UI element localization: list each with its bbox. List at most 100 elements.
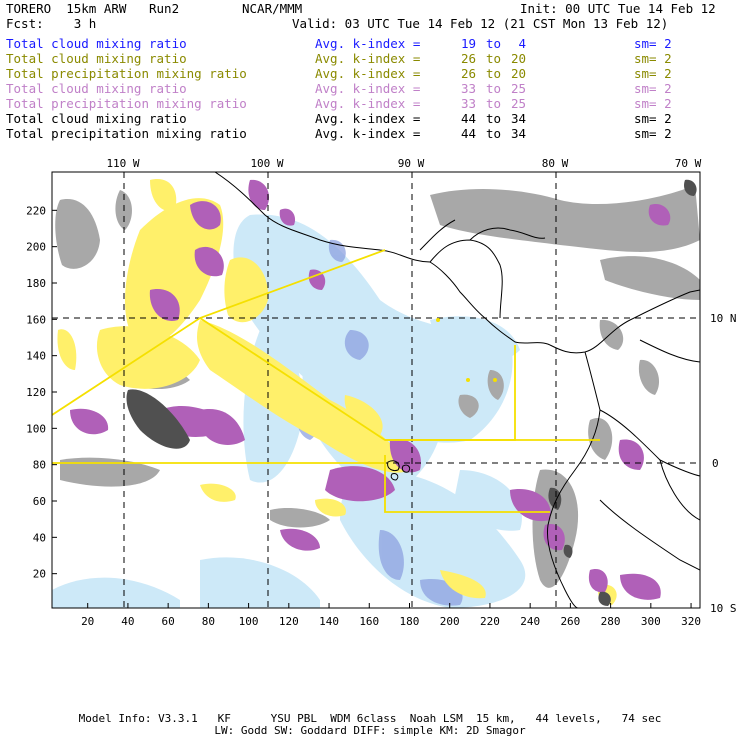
legend-row: Total cloud mixing ratio Avg. k-index = … [6,51,736,66]
y-tick-label: 200 [26,241,46,254]
legend-row: Total cloud mixing ratio Avg. k-index = … [6,81,736,96]
y-tick-label: 140 [26,350,46,363]
y-tick-label: 60 [33,495,46,508]
y-tick-label: 40 [33,531,46,544]
latitude-label: 10 S [710,602,737,615]
longitude-label: 110 W [106,157,139,170]
x-tick-label: 60 [162,615,175,628]
y-axis: 220 200 180 160 140 120 100 80 60 40 20 [26,204,57,581]
legend-to: to [486,96,502,111]
x-tick-label: 140 [319,615,339,628]
model-physics: LW: Godd SW: Goddard DIFF: simple KM: 2D… [214,724,526,737]
legend-avg: Avg. k-index = [315,111,421,126]
legend-label: Total precipitation mixing ratio [6,96,247,111]
legend-smoothing: sm= 2 [634,66,672,81]
x-tick-label: 80 [202,615,215,628]
x-axis: 20 40 60 80 100 120 140 160 180 200 220 240 260 280 30… [81,603,701,628]
legend-k-end: 34 [510,126,526,141]
legend-smoothing: sm= 2 [634,126,672,141]
legend-label: Total precipitation mixing ratio [6,126,247,141]
x-tick-label: 200 [440,615,460,628]
legend-label: Total cloud mixing ratio [6,111,187,126]
x-tick-label: 280 [601,615,621,628]
legend-k-end: 20 [510,51,526,66]
legend-k-start: 33 [460,81,476,96]
y-tick-label: 80 [33,459,46,472]
legend-avg: Avg. k-index = [315,126,421,141]
legend-smoothing: sm= 2 [634,111,672,126]
legend-label: Total cloud mixing ratio [6,51,187,66]
legend-avg: Avg. k-index = [315,96,421,111]
latitude-label: 0 [712,457,719,470]
legend-k-start: 26 [460,66,476,81]
legend-k-end: 25 [510,96,526,111]
legend-avg: Avg. k-index = [315,36,421,51]
forecast-map: 110 W 100 W 90 W 80 W 70 W [26,157,737,628]
legend-row: Total precipitation mixing ratio Avg. k-… [6,96,736,111]
x-tick-label: 220 [480,615,500,628]
legend-k-start: 44 [460,126,476,141]
legend-row: Total cloud mixing ratio Avg. k-index = … [6,36,736,51]
longitude-label: 90 W [398,157,425,170]
legend-label: Total precipitation mixing ratio [6,66,247,81]
legend-row: Total cloud mixing ratio Avg. k-index = … [6,111,736,126]
coastline [214,172,700,608]
legend-to: to [486,51,502,66]
legend-smoothing: sm= 2 [634,51,672,66]
legend-avg: Avg. k-index = [315,81,421,96]
x-tick-label: 320 [681,615,701,628]
legend-to: to [486,66,502,81]
legend-to: to [486,36,502,51]
organization: NCAR/MMM [242,1,303,16]
valid-time: Valid: 03 UTC Tue 14 Feb 12 (21 CST Mon … [292,16,669,31]
x-tick-label: 240 [520,615,540,628]
galapagos-islands [387,460,411,481]
legend-k-start: 26 [460,51,476,66]
x-tick-label: 260 [560,615,580,628]
y-tick-label: 100 [26,422,46,435]
legend-avg: Avg. k-index = [315,66,421,81]
legend-k-start: 33 [460,96,476,111]
legend-label: Total cloud mixing ratio [6,36,187,51]
map-field [52,172,700,608]
x-tick-label: 100 [239,615,259,628]
x-tick-label: 120 [279,615,299,628]
y-tick-label: 20 [33,568,46,581]
map-frame [51,171,701,609]
cloud-mixing-dark [126,179,697,606]
legend-smoothing: sm= 2 [634,36,672,51]
y-tick-label: 220 [26,204,46,217]
x-tick-label: 180 [400,615,420,628]
legend-avg: Avg. k-index = [315,51,421,66]
legend-k-end: 20 [510,66,526,81]
longitude-label: 100 W [250,157,283,170]
legend-smoothing: sm= 2 [634,96,672,111]
legend-row: Total precipitation mixing ratio Avg. k-… [6,66,736,81]
legend-row: Total precipitation mixing ratio Avg. k-… [6,126,736,141]
x-tick-label: 300 [641,615,661,628]
y-tick-label: 160 [26,313,46,326]
flight-track-boxes [52,249,600,513]
legend-to: to [486,126,502,141]
legend-smoothing: sm= 2 [634,81,672,96]
legend-k-end: 34 [510,111,526,126]
legend-k-end: 25 [510,81,526,96]
init-time: Init: 00 UTC Tue 14 Feb 12 [520,1,716,16]
legend-to: to [486,81,502,96]
legend-k-end: 4 [518,36,526,51]
legend-k-start: 44 [460,111,476,126]
model-title: TORERO 15km ARW Run2 [6,1,180,16]
legend-k-start: 19 [460,36,476,51]
x-tick-label: 40 [121,615,134,628]
latitude-label: 10 N [710,312,737,325]
longitude-label: 70 W [675,157,702,170]
y-tick-label: 120 [26,386,46,399]
legend-label: Total cloud mixing ratio [6,81,187,96]
x-tick-label: 20 [81,615,94,628]
longitude-label: 80 W [542,157,569,170]
forecast-hour: Fcst: 3 h [6,16,97,31]
model-info: Model Info: V3.3.1 KF YSU PBL WDM 6class… [78,712,662,725]
flight-track-markers [436,318,497,382]
y-tick-label: 180 [26,277,46,290]
x-tick-label: 160 [359,615,379,628]
